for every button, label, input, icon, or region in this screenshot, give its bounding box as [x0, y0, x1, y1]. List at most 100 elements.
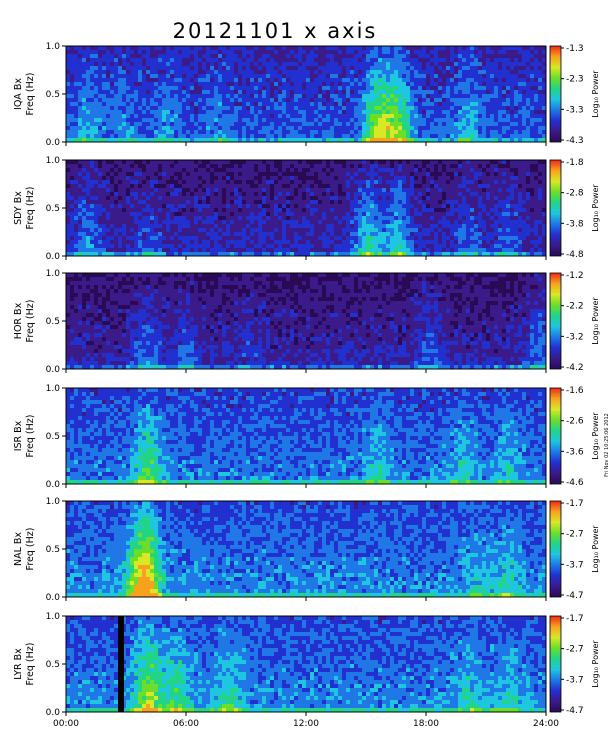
spectrogram-cell: [190, 200, 194, 204]
spectrogram-cell: [390, 110, 394, 114]
spectrogram-cell: [374, 46, 378, 50]
spectrogram-cell: [74, 172, 78, 176]
spectrogram-cell: [282, 228, 286, 232]
spectrogram-cell: [118, 248, 122, 252]
spectrogram-cell: [82, 90, 86, 94]
spectrogram-cell: [406, 180, 410, 184]
spectrogram-cell: [182, 74, 186, 78]
spectrogram-cell: [358, 248, 362, 252]
spectrogram-cell: [210, 50, 214, 54]
spectrogram-cell: [262, 86, 266, 90]
spectrogram-cell: [158, 90, 162, 94]
spectrogram-cell: [386, 200, 390, 204]
spectrogram-cell: [166, 106, 170, 110]
spectrogram-cell: [370, 248, 374, 252]
spectrogram-cell: [346, 70, 350, 74]
spectrogram-cell: [350, 62, 354, 66]
spectrogram-cell: [530, 134, 534, 138]
spectrogram-cell: [98, 188, 102, 192]
spectrogram-cell: [398, 200, 402, 204]
spectrogram-cell: [334, 126, 338, 130]
spectrogram-cell: [290, 54, 294, 58]
spectrogram-cell: [226, 102, 230, 106]
spectrogram-cell: [186, 54, 190, 58]
spectrogram-cell: [122, 228, 126, 232]
spectrogram-cell: [106, 208, 110, 212]
spectrogram-cell: [358, 114, 362, 118]
spectrogram-cell: [418, 58, 422, 62]
spectrogram-cell: [510, 122, 514, 126]
spectrogram-cell: [178, 240, 182, 244]
spectrogram-cell: [334, 58, 338, 62]
spectrogram-cell: [210, 118, 214, 122]
spectrogram-cell: [374, 232, 378, 236]
spectrogram-cell: [242, 74, 246, 78]
spectrogram-cell: [230, 86, 234, 90]
spectrogram-cell: [354, 216, 358, 220]
spectrogram-cell: [218, 248, 222, 252]
spectrogram-cell: [194, 212, 198, 216]
spectrogram-cell: [498, 130, 502, 134]
spectrogram-cell: [78, 168, 82, 172]
spectrogram-cell: [362, 118, 366, 122]
spectrogram-cell: [234, 94, 238, 98]
spectrogram-cell: [242, 180, 246, 184]
spectrogram-cell: [194, 188, 198, 192]
spectrogram-cell: [122, 172, 126, 176]
spectrogram-cell: [222, 220, 226, 224]
spectrogram-cell: [342, 216, 346, 220]
spectrogram-cell: [398, 212, 402, 216]
spectrogram-cell: [182, 138, 186, 142]
spectrogram-cell: [218, 220, 222, 224]
spectrogram-cell: [522, 82, 526, 86]
spectrogram-cell: [242, 200, 246, 204]
spectrogram-cell: [250, 122, 254, 126]
spectrogram-cell: [66, 180, 70, 184]
spectrogram-cell: [542, 90, 546, 94]
spectrogram-cell: [246, 188, 250, 192]
spectrogram-cell: [110, 102, 114, 106]
spectrogram-cell: [66, 134, 70, 138]
spectrogram-cell: [306, 130, 310, 134]
spectrogram-cell: [530, 94, 534, 98]
spectrogram-cell: [386, 58, 390, 62]
spectrogram-cell: [294, 134, 298, 138]
spectrogram-cell: [102, 236, 106, 240]
spectrogram-cell: [374, 208, 378, 212]
spectrogram-cell: [154, 114, 158, 118]
spectrogram-cell: [450, 82, 454, 86]
spectrogram-cell: [270, 200, 274, 204]
spectrogram-cell: [382, 160, 386, 164]
spectrogram-cell: [238, 102, 242, 106]
spectrogram-cell: [94, 172, 98, 176]
spectrogram-cell: [90, 86, 94, 90]
spectrogram-cell: [186, 204, 190, 208]
spectrogram-cell: [134, 220, 138, 224]
spectrogram-cell: [478, 70, 482, 74]
spectrogram-cell: [254, 204, 258, 208]
spectrogram-cell: [262, 78, 266, 82]
spectrogram-cell: [150, 184, 154, 188]
spectrogram-cell: [530, 106, 534, 110]
spectrogram-cell: [242, 138, 246, 142]
spectrogram-cell: [214, 168, 218, 172]
spectrogram-cell: [374, 90, 378, 94]
spectrogram-cell: [534, 118, 538, 122]
spectrogram-cell: [74, 240, 78, 244]
spectrogram-cell: [474, 138, 478, 142]
spectrogram-cell: [118, 98, 122, 102]
spectrogram-cell: [138, 208, 142, 212]
spectrogram-cell: [534, 46, 538, 50]
spectrogram-cell: [134, 160, 138, 164]
spectrogram-cell: [350, 102, 354, 106]
spectrogram-cell: [390, 82, 394, 86]
spectrogram-cell: [366, 160, 370, 164]
spectrogram-cell: [358, 188, 362, 192]
spectrogram-cell: [442, 62, 446, 66]
spectrogram-cell: [162, 86, 166, 90]
spectrogram-cell: [202, 102, 206, 106]
spectrogram-cell: [66, 118, 70, 122]
spectrogram-cell: [330, 160, 334, 164]
spectrogram-cell: [282, 130, 286, 134]
spectrogram-cell: [502, 46, 506, 50]
